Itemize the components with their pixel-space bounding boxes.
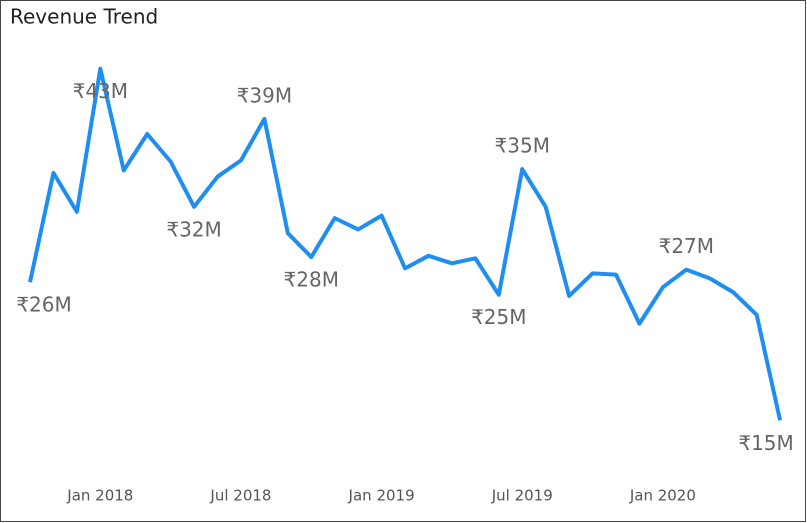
x-tick-label: Jan 2018 [66, 487, 133, 505]
x-tick-label: Jan 2020 [629, 487, 696, 505]
data-label: ₹35M [495, 134, 550, 158]
x-tick-label: Jul 2019 [491, 487, 553, 505]
data-label: ₹32M [166, 217, 221, 241]
data-label: ₹28M [284, 268, 339, 292]
data-label: ₹26M [16, 293, 71, 317]
data-label: ₹27M [659, 234, 714, 258]
data-label: ₹39M [237, 83, 292, 107]
data-label: ₹25M [471, 305, 526, 329]
data-label: ₹15M [738, 431, 793, 455]
x-tick-label: Jan 2019 [348, 487, 415, 505]
data-label: ₹43M [73, 79, 128, 103]
x-tick-label: Jul 2018 [209, 487, 271, 505]
chart-title: Revenue Trend [10, 5, 158, 29]
line [28, 66, 783, 421]
